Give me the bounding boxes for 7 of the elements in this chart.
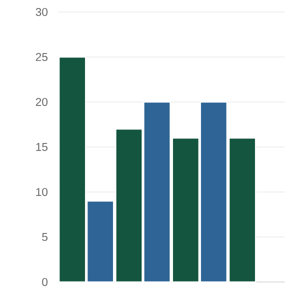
y-tick-label: 20 xyxy=(36,98,48,106)
y-tick-label: 0 xyxy=(42,278,48,286)
y-tick-label: 5 xyxy=(42,233,48,241)
y-tick-label: 10 xyxy=(36,188,48,196)
y-tick-label: 25 xyxy=(36,52,48,62)
y-tick-label: 30 xyxy=(36,8,48,16)
y-tick-label: 15 xyxy=(36,143,48,151)
